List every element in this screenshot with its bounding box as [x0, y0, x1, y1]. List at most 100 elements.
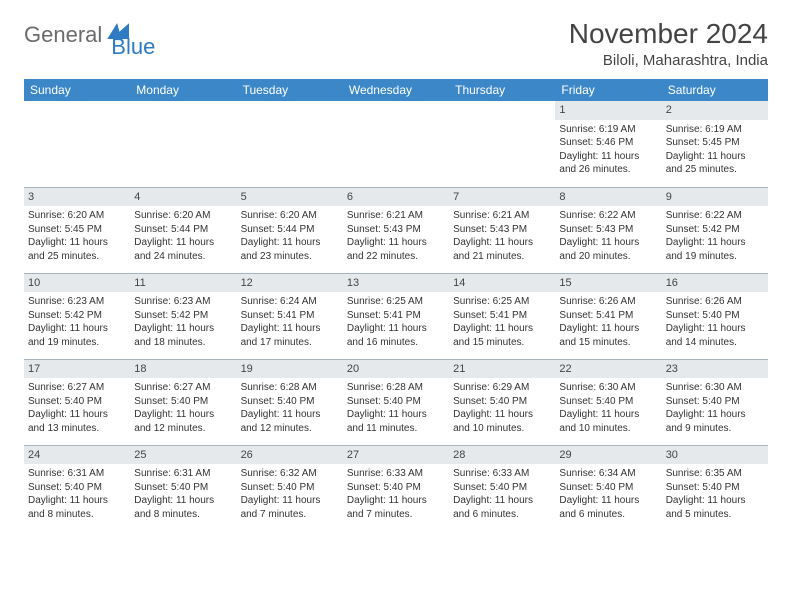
- sunrise-line: Sunrise: 6:31 AM: [134, 467, 232, 481]
- sunset-line: Sunset: 5:40 PM: [347, 481, 445, 495]
- calendar-day-cell: 14Sunrise: 6:25 AMSunset: 5:41 PMDayligh…: [449, 273, 555, 359]
- calendar-day-cell: [130, 101, 236, 187]
- sunset-line: Sunset: 5:42 PM: [28, 309, 126, 323]
- month-title: November 2024: [569, 18, 768, 50]
- calendar-day-cell: 17Sunrise: 6:27 AMSunset: 5:40 PMDayligh…: [24, 359, 130, 445]
- daylight-line: Daylight: 11 hours and 5 minutes.: [666, 494, 764, 521]
- header: General Blue November 2024 Biloli, Mahar…: [24, 18, 768, 69]
- calendar-day-cell: 12Sunrise: 6:24 AMSunset: 5:41 PMDayligh…: [237, 273, 343, 359]
- daylight-line: Daylight: 11 hours and 25 minutes.: [666, 150, 764, 177]
- sunset-line: Sunset: 5:43 PM: [347, 223, 445, 237]
- daylight-line: Daylight: 11 hours and 25 minutes.: [28, 236, 126, 263]
- sunset-line: Sunset: 5:42 PM: [134, 309, 232, 323]
- sunrise-line: Sunrise: 6:35 AM: [666, 467, 764, 481]
- logo-text-general: General: [24, 22, 102, 48]
- calendar-day-cell: 29 Sunrise: 6:34 AMSunset: 5:40 PMDayligh…: [555, 445, 661, 531]
- sunset-line: Sunset: 5:40 PM: [134, 481, 232, 495]
- calendar-body: 1 Sunrise: 6:19 AM Sunset: 5:46 PM Daylight…: [24, 101, 768, 531]
- calendar-day-cell: 30Sunrise: 6:35 AMSunset: 5:40 PMDayligh…: [662, 445, 768, 531]
- sunset-line: Sunset: 5:40 PM: [347, 395, 445, 409]
- calendar-day-cell: 4 Sunrise: 6:20 AMSunset: 5:44 PMDaylight…: [130, 187, 236, 273]
- day-header: Tuesday: [237, 79, 343, 101]
- sunset-line: Sunset: 5:45 PM: [666, 136, 764, 150]
- day-number: 11: [130, 274, 236, 293]
- sunrise-line: Sunrise: 6:26 AM: [666, 295, 764, 309]
- calendar-day-cell: 2Sunrise: 6:19 AMSunset: 5:45 PMDaylight…: [662, 101, 768, 187]
- calendar-day-cell: 11Sunrise: 6:23 AMSunset: 5:42 PMDayligh…: [130, 273, 236, 359]
- day-header: Sunday: [24, 79, 130, 101]
- day-number: 18: [130, 360, 236, 379]
- day-number: 27: [343, 446, 449, 465]
- sunset-line: Sunset: 5:40 PM: [134, 395, 232, 409]
- calendar-week-row: 3Sunrise: 6:20 AMSunset: 5:45 PMDaylight…: [24, 187, 768, 273]
- sunrise-line: Sunrise: 6:20 AM: [134, 209, 232, 223]
- daylight-line: Daylight: 11 hours and 14 minutes.: [666, 322, 764, 349]
- sunset-line: Sunset: 5:44 PM: [134, 223, 232, 237]
- sunrise-line: Sunrise: 6:34 AM: [559, 467, 657, 481]
- calendar-day-cell: 28Sunrise: 6:33 AMSunset: 5:40 PMDayligh…: [449, 445, 555, 531]
- day-header-row: Sunday Monday Tuesday Wednesday Thursday…: [24, 79, 768, 101]
- sunset-line: Sunset: 5:42 PM: [666, 223, 764, 237]
- calendar-day-cell: 16Sunrise: 6:26 AMSunset: 5:40 PMDayligh…: [662, 273, 768, 359]
- sunrise-line: Sunrise: 6:24 AM: [241, 295, 339, 309]
- sunset-line: Sunset: 5:43 PM: [453, 223, 551, 237]
- daylight-line: Daylight: 11 hours and 6 minutes.: [559, 494, 657, 521]
- sunrise-line: Sunrise: 6:31 AM: [28, 467, 126, 481]
- sunset-line: Sunset: 5:41 PM: [241, 309, 339, 323]
- sunrise-line: Sunrise: 6:25 AM: [347, 295, 445, 309]
- sunset-line: Sunset: 5:40 PM: [453, 481, 551, 495]
- daylight-line: Daylight: 11 hours and 10 minutes.: [453, 408, 551, 435]
- calendar-day-cell: 22Sunrise: 6:30 AMSunset: 5:40 PMDayligh…: [555, 359, 661, 445]
- calendar-week-row: 17Sunrise: 6:27 AMSunset: 5:40 PMDayligh…: [24, 359, 768, 445]
- sunset-line: Sunset: 5:41 PM: [453, 309, 551, 323]
- daylight-line: Daylight: 11 hours and 12 minutes.: [241, 408, 339, 435]
- sunset-line: Sunset: 5:40 PM: [666, 309, 764, 323]
- day-number: 4: [130, 188, 236, 207]
- sunset-line: Sunset: 5:45 PM: [28, 223, 126, 237]
- day-number: 10: [24, 274, 130, 293]
- sunrise-line: Sunrise: 6:33 AM: [347, 467, 445, 481]
- title-block: November 2024 Biloli, Maharashtra, India: [569, 18, 768, 69]
- day-number: 8: [555, 188, 661, 207]
- calendar-day-cell: 9Sunrise: 6:22 AMSunset: 5:42 PMDaylight…: [662, 187, 768, 273]
- daylight-line: Daylight: 11 hours and 8 minutes.: [28, 494, 126, 521]
- day-number: 1: [555, 101, 661, 120]
- sunset-line: Sunset: 5:41 PM: [347, 309, 445, 323]
- daylight-line: Daylight: 11 hours and 13 minutes.: [28, 408, 126, 435]
- day-number: 22: [555, 360, 661, 379]
- day-number: 17: [24, 360, 130, 379]
- daylight-line: Daylight: 11 hours and 20 minutes.: [559, 236, 657, 263]
- day-number: 25: [130, 446, 236, 465]
- sunset-line: Sunset: 5:43 PM: [559, 223, 657, 237]
- day-number: 13: [343, 274, 449, 293]
- calendar-week-row: 24Sunrise: 6:31 AMSunset: 5:40 PMDayligh…: [24, 445, 768, 531]
- daylight-line: Daylight: 11 hours and 7 minutes.: [347, 494, 445, 521]
- calendar-day-cell: 21Sunrise: 6:29 AMSunset: 5:40 PMDayligh…: [449, 359, 555, 445]
- daylight-line: Daylight: 11 hours and 15 minutes.: [453, 322, 551, 349]
- sunrise-line: Sunrise: 6:25 AM: [453, 295, 551, 309]
- daylight-line: Daylight: 11 hours and 24 minutes.: [134, 236, 232, 263]
- calendar-day-cell: 18Sunrise: 6:27 AMSunset: 5:40 PMDayligh…: [130, 359, 236, 445]
- sunset-line: Sunset: 5:46 PM: [559, 136, 657, 150]
- calendar-day-cell: 19Sunrise: 6:28 AMSunset: 5:40 PMDayligh…: [237, 359, 343, 445]
- day-number: 9: [662, 188, 768, 207]
- calendar-day-cell: 24Sunrise: 6:31 AMSunset: 5:40 PMDayligh…: [24, 445, 130, 531]
- sunrise-line: Sunrise: 6:26 AM: [559, 295, 657, 309]
- daylight-line: Daylight: 11 hours and 6 minutes.: [453, 494, 551, 521]
- sunrise-line: Sunrise: 6:19 AM: [666, 123, 764, 137]
- sunset-line: Sunset: 5:40 PM: [241, 395, 339, 409]
- calendar-day-cell: [343, 101, 449, 187]
- day-number: 21: [449, 360, 555, 379]
- sunset-line: Sunset: 5:40 PM: [559, 481, 657, 495]
- day-number: 5: [237, 188, 343, 207]
- sunrise-line: Sunrise: 6:29 AM: [453, 381, 551, 395]
- sunrise-line: Sunrise: 6:23 AM: [134, 295, 232, 309]
- sunset-line: Sunset: 5:44 PM: [241, 223, 339, 237]
- sunrise-line: Sunrise: 6:21 AM: [453, 209, 551, 223]
- day-number: 23: [662, 360, 768, 379]
- day-number: 20: [343, 360, 449, 379]
- day-number: 29: [555, 446, 661, 465]
- day-header: Thursday: [449, 79, 555, 101]
- calendar-day-cell: 20Sunrise: 6:28 AMSunset: 5:40 PMDayligh…: [343, 359, 449, 445]
- calendar-day-cell: 7Sunrise: 6:21 AMSunset: 5:43 PMDaylight…: [449, 187, 555, 273]
